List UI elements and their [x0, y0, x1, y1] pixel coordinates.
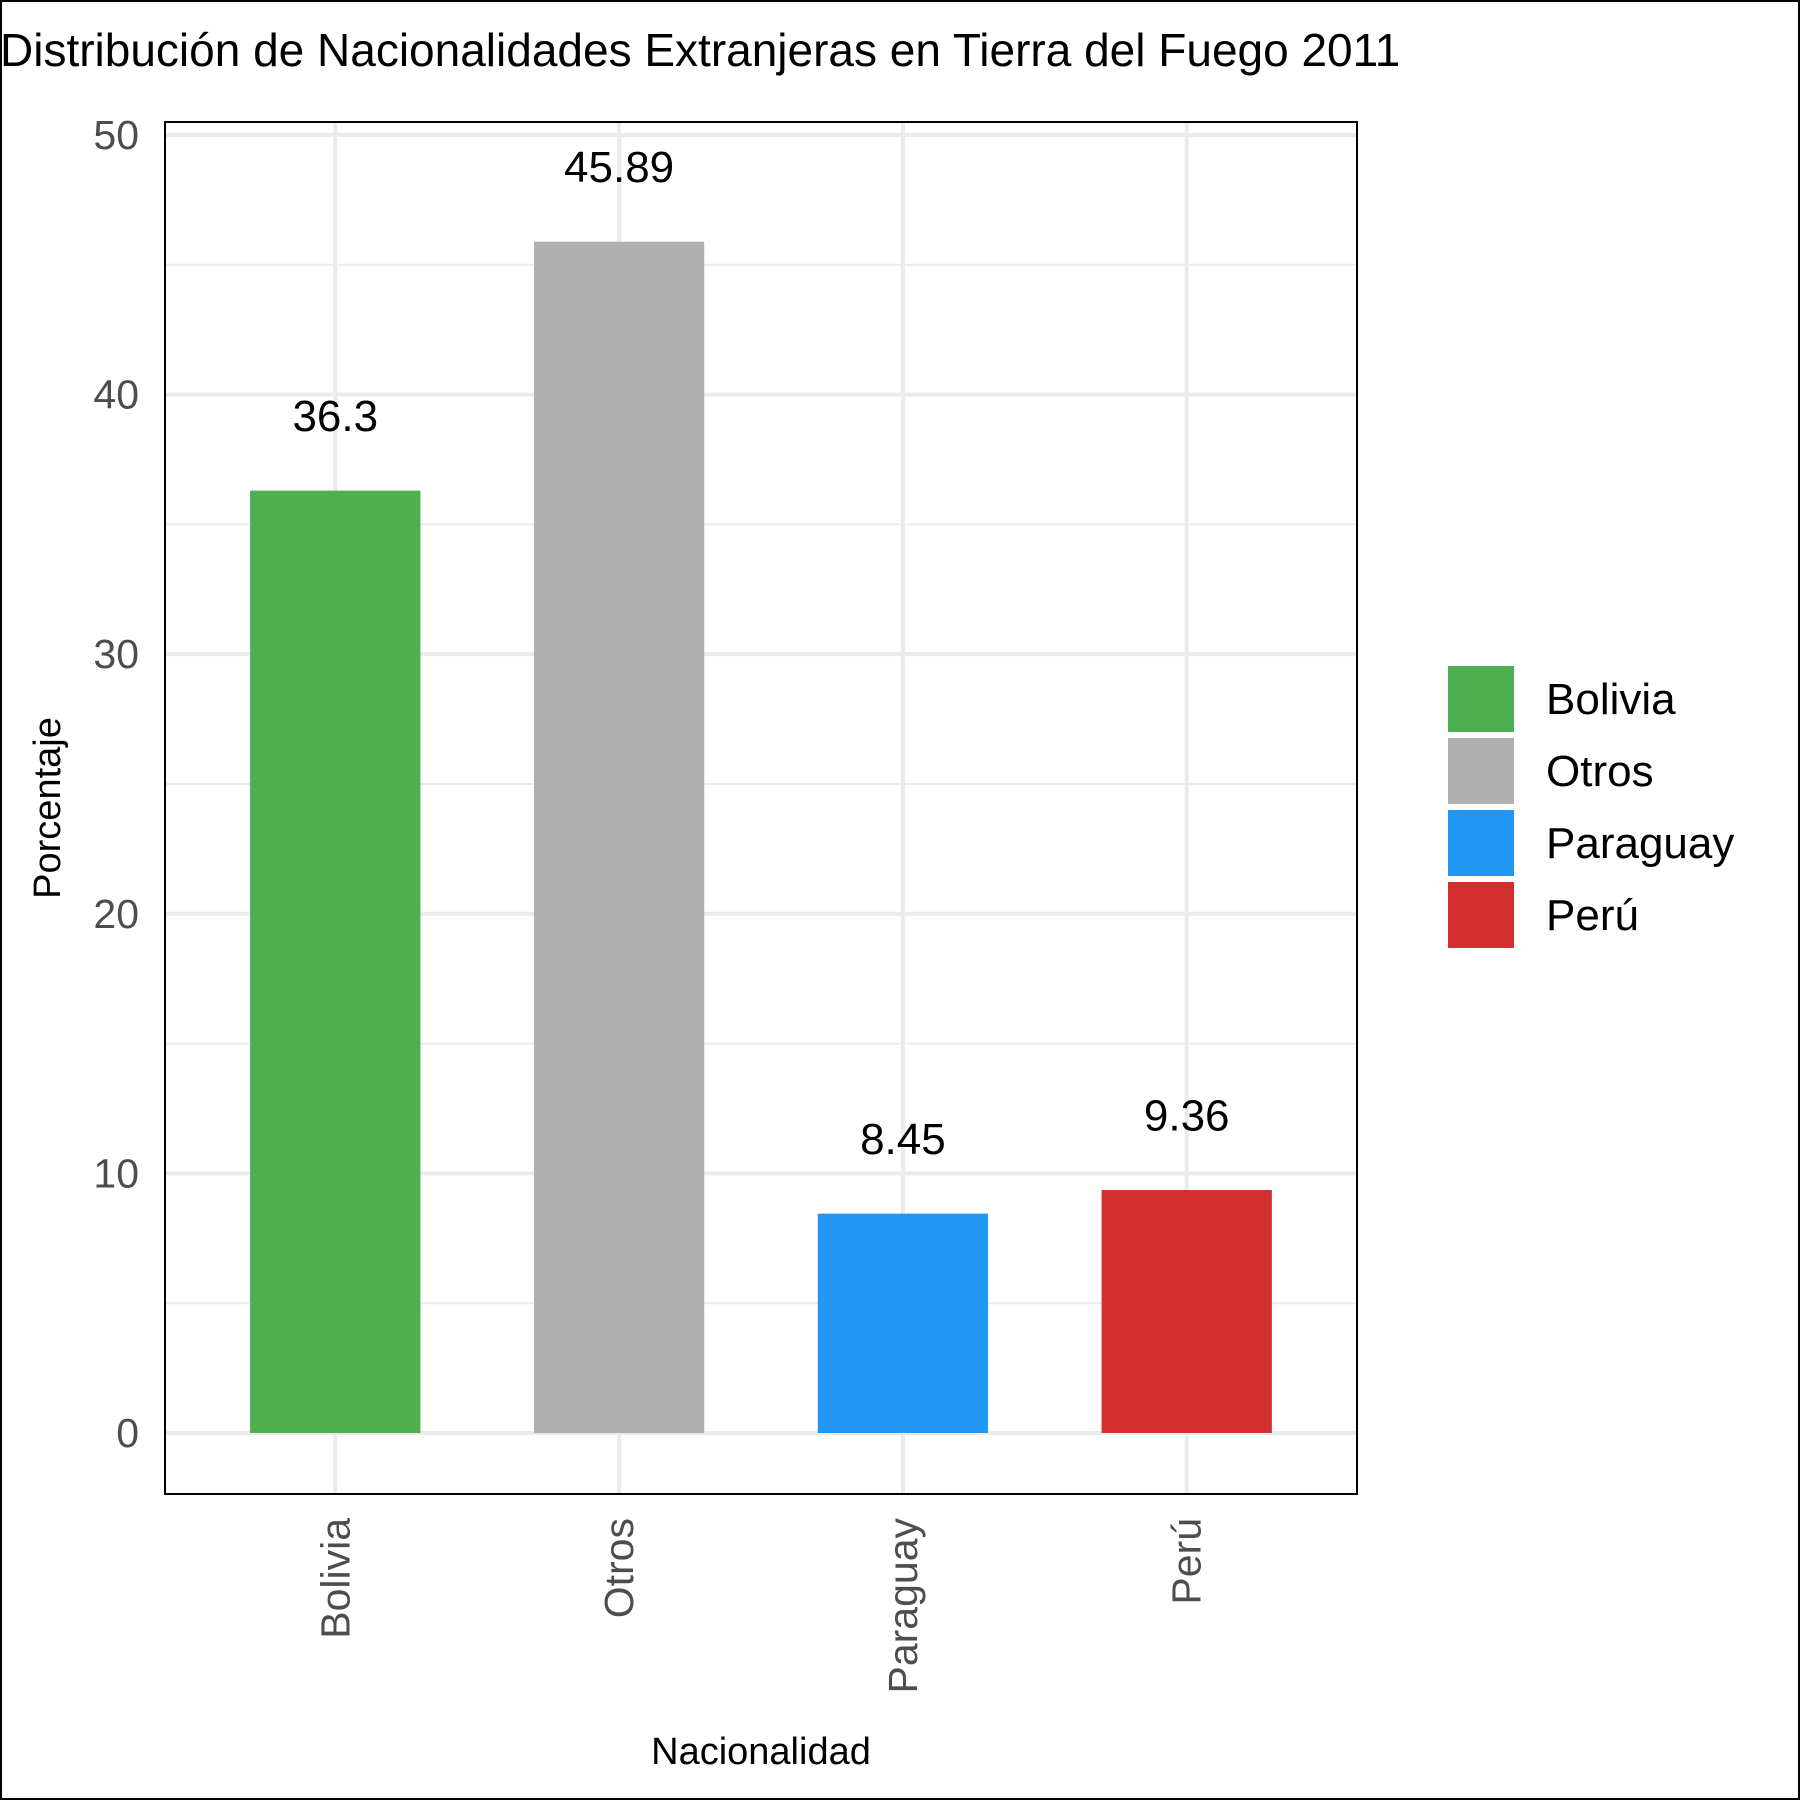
- data-label: 9.36: [1144, 1091, 1230, 1140]
- legend: Bolivia Otros Paraguay Perú: [1448, 666, 1734, 948]
- plot-panel-border: [164, 121, 1358, 1495]
- legend-key-paraguay: [1448, 810, 1514, 876]
- x-axis-title: Nacionalidad: [651, 1731, 871, 1773]
- x-tick-label: Bolivia: [312, 1518, 358, 1639]
- y-tick-label: 10: [93, 1150, 139, 1196]
- legend-key-perú: [1448, 882, 1514, 948]
- data-labels: 36.3 45.89 8.45 9.36: [292, 143, 1229, 1164]
- x-axis-ticks: Bolivia Otros Paraguay Perú: [312, 1518, 1209, 1694]
- y-tick-label: 40: [93, 372, 139, 418]
- bar-otros: [533, 241, 705, 1433]
- bar-bolivia: [250, 490, 421, 1433]
- data-label: 36.3: [292, 392, 378, 441]
- data-label: 8.45: [860, 1115, 946, 1164]
- x-tick-label: Paraguay: [880, 1518, 926, 1694]
- legend-label: Otros: [1546, 747, 1654, 796]
- y-tick-label: 0: [116, 1410, 139, 1456]
- legend-label: Perú: [1546, 891, 1639, 940]
- legend-key-otros: [1448, 738, 1514, 804]
- bar-paraguay: [817, 1213, 989, 1433]
- y-axis-title: Porcentaje: [27, 717, 69, 899]
- legend-key-bolivia: [1448, 666, 1514, 732]
- x-tick-label: Otros: [596, 1518, 642, 1618]
- y-axis-ticks: 0 10 20 30 40 50: [93, 112, 139, 1456]
- y-tick-label: 20: [93, 891, 139, 937]
- legend-label: Paraguay: [1546, 819, 1734, 868]
- x-tick-label: Perú: [1164, 1518, 1210, 1605]
- data-label: 45.89: [564, 143, 674, 192]
- chart-title: Distribución de Nacionalidades Extranjer…: [2, 24, 1400, 76]
- legend-label: Bolivia: [1546, 675, 1676, 724]
- bars: [250, 241, 1272, 1433]
- y-tick-label: 50: [93, 112, 139, 158]
- y-tick-label: 30: [93, 631, 139, 677]
- bar-perú: [1101, 1190, 1272, 1433]
